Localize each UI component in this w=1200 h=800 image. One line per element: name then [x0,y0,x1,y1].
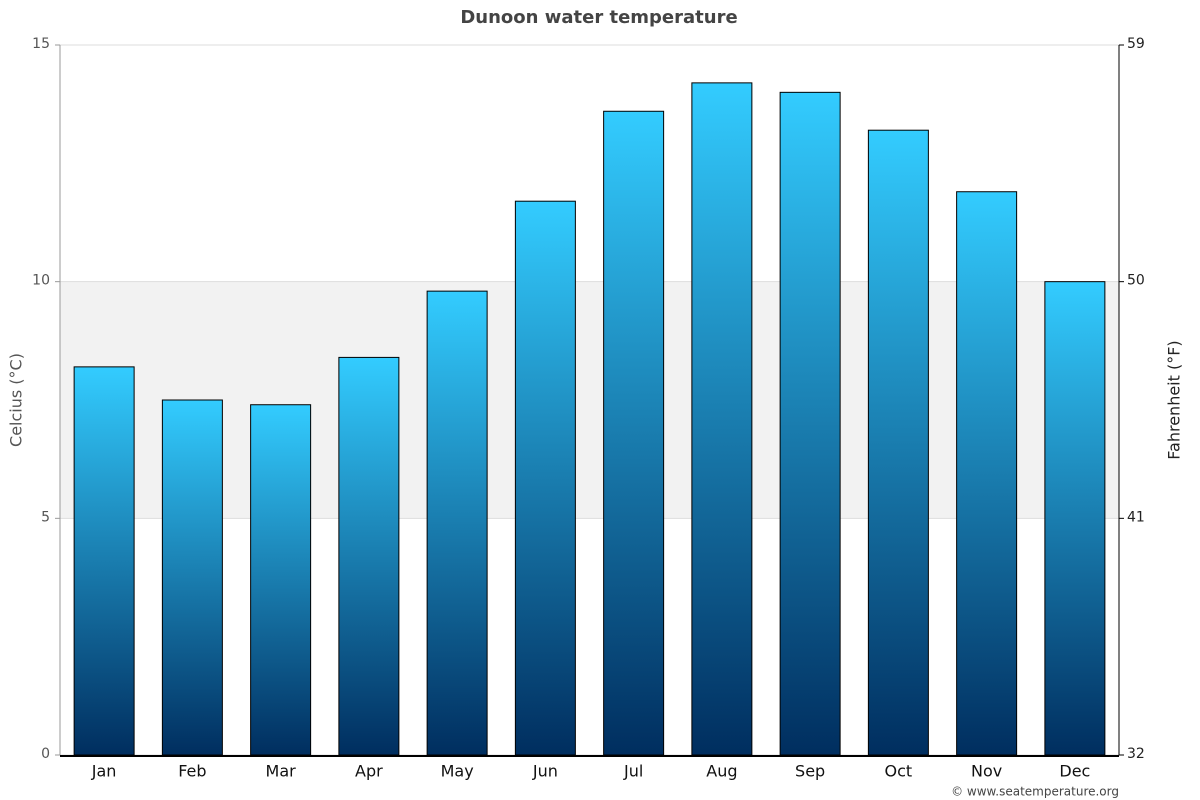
y2-tick-label: 59 [1127,36,1145,52]
y-tick-label: 10 [32,273,50,289]
x-tick-label: Dec [1059,762,1090,781]
bar [867,129,929,756]
chart-title: Dunoon water temperature [460,7,737,28]
x-tick-label: Jun [532,762,558,781]
x-tick-label: Oct [885,762,913,781]
y-tick-label: 0 [41,746,50,762]
bar [779,91,841,756]
x-tick-label: Jan [91,762,117,781]
y-tick-label: 5 [41,509,50,525]
bar [161,399,223,756]
y-axis-label: Celcius (°C) [7,353,26,447]
bar [1044,281,1106,756]
shaded-band [60,281,1119,519]
bar [426,290,488,756]
y2-tick-label: 41 [1127,509,1145,525]
x-tick-label: Apr [355,762,383,781]
x-tick-label: Mar [266,762,297,781]
bar [514,200,576,756]
y-tick-label: 15 [32,36,50,52]
y2-axis-label: Fahrenheit (°F) [1165,340,1184,459]
bar [338,356,400,756]
x-tick-label: Feb [178,762,206,781]
x-tick-label: Nov [971,762,1002,781]
credit: © www.seatemperature.org [951,785,1119,799]
x-tick-label: Aug [706,762,737,781]
bar [73,366,135,756]
bar [250,404,312,756]
x-tick-label: May [441,762,474,781]
bar [603,110,665,756]
y2-tick-label: 32 [1127,746,1145,762]
bar [691,82,753,756]
x-tick-label: Jul [623,762,643,781]
y2-tick-label: 50 [1127,273,1145,289]
x-tick-label: Sep [795,762,825,781]
bar [956,191,1018,756]
